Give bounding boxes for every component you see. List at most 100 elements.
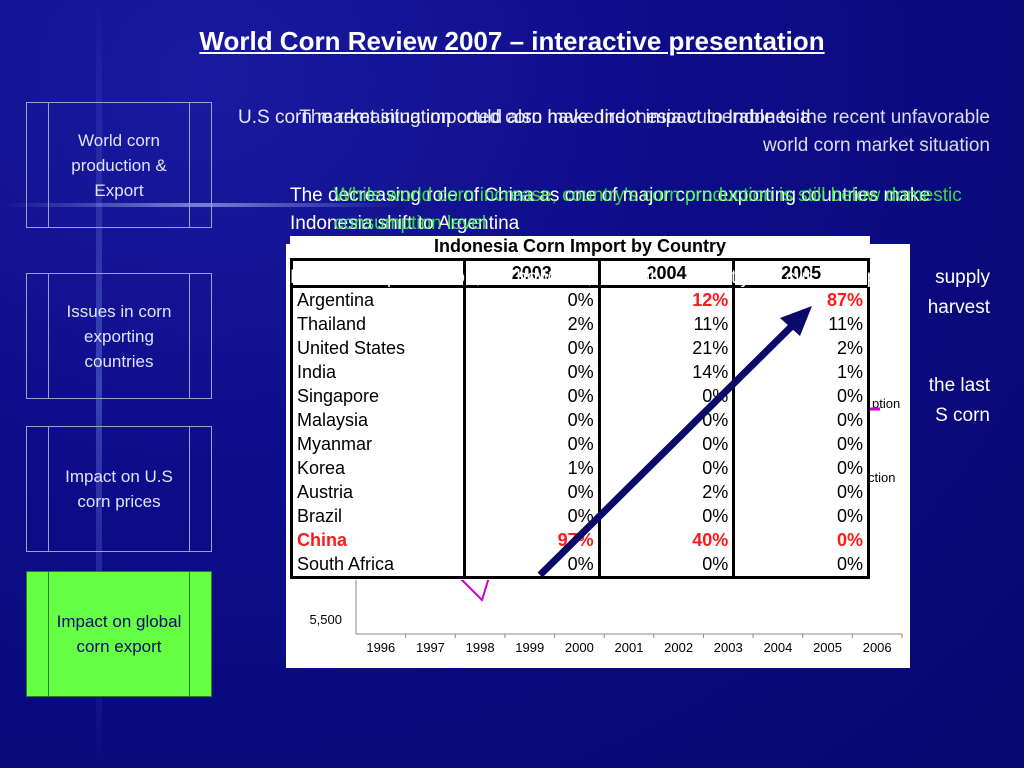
table-row: Thailand 2% 11% 11% bbox=[290, 312, 870, 336]
table-cell-value: 0% bbox=[599, 504, 736, 528]
table-title: Indonesia Corn Import by Country bbox=[433, 236, 726, 256]
nav-box-right-bar bbox=[189, 103, 211, 227]
table-cell-country: Thailand bbox=[290, 312, 466, 336]
table-cell-country: Malaysia bbox=[290, 408, 466, 432]
table-row: Malaysia 0% 0% 0% bbox=[290, 408, 870, 432]
nav-label: World corn production & Export bbox=[71, 130, 167, 200]
table-row: Austria 0% 2% 0% bbox=[290, 480, 870, 504]
table-cell-value: 0% bbox=[464, 336, 601, 360]
chart-x-tick-label: 2002 bbox=[664, 640, 693, 655]
chart-x-tick-label: 1996 bbox=[366, 640, 395, 655]
paragraph-world-corn-increase: While world corn increase, country's cor… bbox=[334, 185, 962, 234]
nav-box-left-bar bbox=[27, 427, 49, 551]
table-cell-country: Argentina bbox=[290, 286, 466, 312]
import-table: 2003 2004 2005 Argentina 0% 12% 87% Thailand 2% 1… bbox=[290, 258, 870, 579]
table-row: China 97% 40% 0% bbox=[290, 528, 870, 552]
table-cell-value: 97% bbox=[464, 528, 601, 552]
paragraph-last: the last bbox=[928, 375, 990, 396]
table-cell-value: 0% bbox=[733, 504, 870, 528]
nav-issues-exporting-countries[interactable]: Issues in corn exporting countries bbox=[26, 273, 212, 399]
paragraph-harvest: harvest bbox=[927, 297, 990, 318]
table-cell-value: 1% bbox=[733, 360, 870, 384]
table-row: Singapore 0% 0% 0% bbox=[290, 384, 870, 408]
table-cell-value: 0% bbox=[599, 456, 736, 480]
chart-x-tick-label: 2003 bbox=[714, 640, 743, 655]
table-cell-value: 0% bbox=[464, 408, 601, 432]
nav-box-right-bar bbox=[189, 427, 211, 551]
nav-impact-global-export[interactable]: Impact on global corn export bbox=[26, 571, 212, 697]
paragraph-us-impact: U.S corn market situation could also hav… bbox=[238, 107, 811, 128]
table-row: Myanmar 0% 0% 0% bbox=[290, 432, 870, 456]
table-cell-value: 0% bbox=[599, 384, 736, 408]
chart-x-tick-label: 1999 bbox=[515, 640, 544, 655]
paragraph-vulnerable: The remaining imported corn make Indones… bbox=[299, 107, 990, 156]
table-cell-value: 2% bbox=[599, 480, 736, 504]
table-cell-value: 14% bbox=[599, 360, 736, 384]
table-cell-value: 11% bbox=[599, 312, 736, 336]
table-cell-value: 0% bbox=[733, 432, 870, 456]
table-cell-value: 0% bbox=[733, 552, 870, 579]
paragraph-us-corn: S corn bbox=[935, 405, 990, 426]
table-cell-value: 2% bbox=[733, 336, 870, 360]
table-cell-value: 0% bbox=[733, 528, 870, 552]
table-cell-country: Austria bbox=[290, 480, 466, 504]
table-row: Argentina 0% 12% 87% bbox=[290, 286, 870, 312]
nav-label: Impact on global corn export bbox=[56, 612, 182, 656]
table-cell-value: 0% bbox=[464, 504, 601, 528]
nav-world-corn-production[interactable]: World corn production & Export bbox=[26, 102, 212, 228]
table-cell-value: 0% bbox=[464, 552, 601, 579]
table-cell-value: 0% bbox=[464, 360, 601, 384]
chart-x-tick-label: 2005 bbox=[813, 640, 842, 655]
table-cell-value: 0% bbox=[464, 286, 601, 312]
table-cell-value: 1% bbox=[464, 456, 601, 480]
table-cell-country: China bbox=[290, 528, 466, 552]
nav-box-right-bar bbox=[189, 572, 211, 696]
nav-label: Impact on U.S corn prices bbox=[65, 467, 173, 511]
table-cell-value: 0% bbox=[464, 480, 601, 504]
table-cell-value: 0% bbox=[733, 384, 870, 408]
background-glow-horizontal bbox=[0, 203, 400, 207]
nav-box-left-bar bbox=[27, 103, 49, 227]
table-row: Brazil 0% 0% 0% bbox=[290, 504, 870, 528]
chart-y-tick-label: 5,500 bbox=[309, 612, 342, 627]
nav-label: Issues in corn exporting countries bbox=[66, 301, 172, 371]
table-header-year: 2004 bbox=[599, 258, 736, 288]
nav-box-left-bar bbox=[27, 572, 49, 696]
table-header-year: 2005 bbox=[733, 258, 870, 288]
nav-box-right-bar bbox=[189, 274, 211, 398]
chart-svg: 1996 1997 1998 1999 2000 2001 2002 2003 2004 2005… bbox=[309, 264, 903, 655]
nav-box-left-bar bbox=[27, 274, 49, 398]
table-cell-value: 0% bbox=[464, 384, 601, 408]
table-cell-country: United States bbox=[290, 336, 466, 360]
table-cell-value: 2% bbox=[464, 312, 601, 336]
table-cell-value: 0% bbox=[733, 480, 870, 504]
table-cell-country: South Africa bbox=[290, 552, 466, 579]
table-cell-value: 11% bbox=[733, 312, 870, 336]
table-cell-country: Myanmar bbox=[290, 432, 466, 456]
slide-title: World Corn Review 2007 – interactive pre… bbox=[199, 26, 825, 56]
table-row: United States 0% 21% 2% bbox=[290, 336, 870, 360]
table-cell-country: Brazil bbox=[290, 504, 466, 528]
chart-x-tick-label: 2006 bbox=[863, 640, 892, 655]
paragraph-limited-production: Limited production, however, will direct… bbox=[290, 267, 990, 288]
chart-legend-consumption: ption bbox=[872, 396, 900, 411]
table-cell-value: 0% bbox=[599, 432, 736, 456]
table-header-country bbox=[290, 258, 466, 288]
chart-legend-production: ction bbox=[868, 470, 895, 485]
background-glow-vertical bbox=[96, 0, 102, 768]
chart-x-tick-label: 2000 bbox=[565, 640, 594, 655]
nav-impact-us-prices[interactable]: Impact on U.S corn prices bbox=[26, 426, 212, 552]
table-row: India 0% 14% 1% bbox=[290, 360, 870, 384]
chart-series-fragment bbox=[457, 573, 491, 602]
table-cell-value: 0% bbox=[599, 552, 736, 579]
table-header-year: 2003 bbox=[464, 258, 601, 288]
table-cell-value: 12% bbox=[599, 286, 736, 312]
table-cell-country: India bbox=[290, 360, 466, 384]
table-cell-value: 0% bbox=[464, 432, 601, 456]
table-row: South Africa 0% 0% 0% bbox=[290, 552, 870, 579]
table-row: Korea 1% 0% 0% bbox=[290, 456, 870, 480]
chart-x-tick-label: 2001 bbox=[615, 640, 644, 655]
table-cell-value: 0% bbox=[733, 456, 870, 480]
table-cell-country: Korea bbox=[290, 456, 466, 480]
table-cell-country: Singapore bbox=[290, 384, 466, 408]
